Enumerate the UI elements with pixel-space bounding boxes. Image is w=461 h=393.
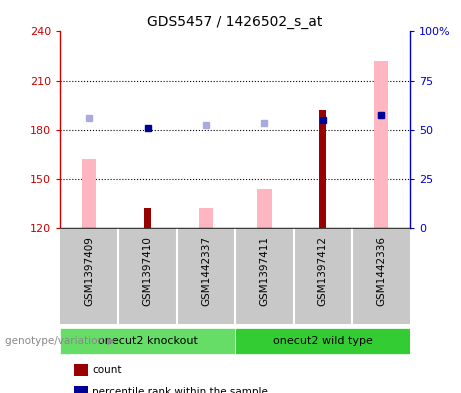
Text: onecut2 knockout: onecut2 knockout [98,336,197,346]
Bar [144,208,151,228]
Bar [319,110,326,228]
Text: GSM1397409: GSM1397409 [84,236,94,305]
Bar [82,159,96,228]
Bar [374,61,388,228]
Text: GSM1442337: GSM1442337 [201,236,211,306]
Bar [60,328,235,354]
Bar [257,189,272,228]
Bar [199,208,213,228]
Text: GSM1397412: GSM1397412 [318,236,328,306]
Text: GSM1397410: GSM1397410 [142,236,153,305]
Text: onecut2 wild type: onecut2 wild type [273,336,372,346]
Title: GDS5457 / 1426502_s_at: GDS5457 / 1426502_s_at [148,15,323,29]
Text: genotype/variation ▶: genotype/variation ▶ [5,336,115,346]
Text: percentile rank within the sample: percentile rank within the sample [92,387,268,393]
Text: GSM1442336: GSM1442336 [376,236,386,306]
Text: GSM1397411: GSM1397411 [259,236,269,306]
Text: count: count [92,365,122,375]
Bar [235,328,410,354]
